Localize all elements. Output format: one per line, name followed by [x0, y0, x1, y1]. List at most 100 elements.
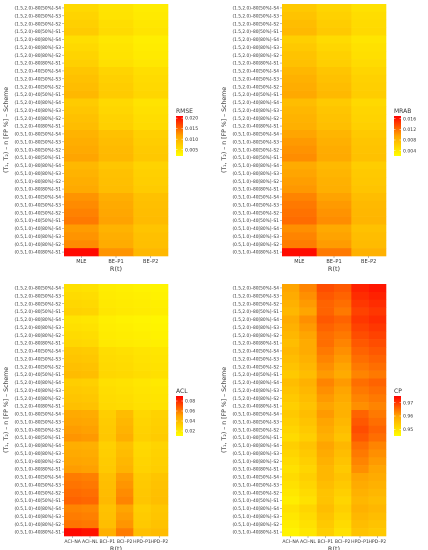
y-tick-label: (1.5,2.0)–80[50%]–S1: [14, 29, 61, 35]
panel-rmse: (1.5,2.0)–80[50%]–S4(1.5,2.0)–80[50%]–S3…: [3, 4, 198, 273]
heatmap-cell: [282, 362, 300, 371]
y-tick-label: (1.5,2.0)–80[80%]–S4: [14, 317, 61, 323]
heatmap-cell: [334, 386, 352, 395]
heatmap-cell: [64, 323, 82, 332]
heatmap-cell: [133, 161, 169, 170]
heatmap-cell: [116, 347, 134, 356]
heatmap-cell: [299, 307, 317, 316]
heatmap-cell: [64, 43, 99, 52]
heatmap-cell: [64, 307, 82, 316]
heatmap-cell: [299, 339, 317, 348]
y-tick-label: (1.5,2.0)–40[50%]–S2: [14, 84, 61, 90]
heatmap-cell: [351, 67, 387, 76]
heatmap-cell: [368, 378, 387, 387]
heatmap-cell: [316, 153, 352, 162]
heatmap-cell: [334, 299, 352, 308]
y-tick-label: (0.5,1.0)–40[50%]–S1: [14, 498, 61, 504]
heatmap-cell: [81, 315, 99, 324]
heatmap-cell: [316, 504, 335, 513]
heatmap-cell: [351, 169, 387, 178]
legend-tick-label: 0.95: [403, 427, 413, 433]
heatmap-cell: [351, 216, 387, 225]
heatmap-cell: [282, 185, 317, 194]
heatmap-cell: [133, 67, 169, 76]
heatmap-cell: [116, 520, 134, 529]
heatmap-cell: [133, 315, 151, 324]
heatmap-cell: [116, 315, 134, 324]
y-tick-label: (0.5,1.0)–40[80%]–S2: [14, 242, 61, 248]
y-tick-label: (0.5,1.0)–40[50%]–S4: [14, 195, 61, 201]
heatmap-cell: [116, 331, 134, 340]
x-tick-label: MLE: [76, 259, 86, 265]
heatmap-cell: [98, 232, 134, 241]
heatmap-cell: [81, 512, 99, 521]
y-tick-label: (1.5,2.0)–80[50%]–S3: [232, 293, 279, 299]
heatmap-cell: [98, 224, 134, 233]
heatmap-cell: [133, 331, 151, 340]
heatmap-cell: [98, 488, 117, 497]
y-tick-label: (1.5,2.0)–80[50%]–S3: [232, 13, 279, 19]
heatmap-cell: [368, 457, 387, 466]
heatmap-cell: [299, 386, 317, 395]
heatmap-cell: [116, 339, 134, 348]
heatmap-cell: [116, 402, 134, 411]
x-tick-label: ACI–NL: [82, 539, 98, 545]
heatmap-cell: [133, 386, 151, 395]
heatmap-cell: [98, 370, 117, 379]
heatmap-cell: [98, 339, 117, 348]
heatmap-cell: [334, 457, 352, 466]
y-tick-label: (0.5,1.0)–40[50%]–S3: [14, 202, 61, 208]
x-tick-label: ACI–NA: [64, 539, 81, 545]
y-tick-label: (1.5,2.0)–40[80%]–S4: [14, 100, 61, 106]
heatmap-cell: [282, 59, 317, 68]
heatmap-cell: [98, 457, 117, 466]
heatmap-cell: [368, 480, 387, 490]
heatmap-cell: [98, 520, 117, 529]
heatmap-cell: [282, 90, 317, 99]
y-tick-label: (1.5,2.0)–80[50%]–S4: [14, 286, 61, 292]
heatmap-cell: [282, 74, 317, 84]
heatmap-cell: [98, 27, 134, 36]
heatmap-cell: [316, 27, 352, 36]
heatmap-cell: [98, 441, 117, 450]
y-tick-label: (0.5,1.0)–40[80%]–S3: [14, 234, 61, 240]
heatmap-cell: [316, 291, 335, 301]
heatmap-cell: [351, 240, 387, 249]
y-tick-label: (1.5,2.0)–80[50%]–S2: [232, 301, 279, 307]
heatmap-cell: [351, 177, 387, 186]
heatmap-cell: [98, 153, 134, 162]
heatmap-cell: [282, 315, 300, 324]
y-tick-label: (0.5,1.0)–40[50%]–S1: [232, 218, 279, 224]
heatmap-cell: [133, 473, 151, 482]
heatmap-cell: [299, 402, 317, 411]
x-tick-label: BCI–P1: [318, 539, 334, 545]
heatmap-cell: [64, 347, 82, 356]
y-tick-label: (0.5,1.0)–40[50%]–S2: [14, 490, 61, 496]
y-tick-label: (0.5,1.0)–80[80%]–S1: [14, 187, 61, 193]
heatmap-cell: [81, 425, 99, 434]
heatmap-cell: [98, 504, 117, 513]
heatmap-cell: [64, 177, 99, 186]
heatmap-cell: [368, 354, 387, 364]
heatmap-cell: [133, 528, 151, 537]
legend-title: MRAB: [394, 108, 411, 115]
y-tick-label: (1.5,2.0)–80[80%]–S3: [14, 325, 61, 331]
heatmap-cell: [64, 232, 99, 241]
heatmap-cell: [282, 410, 300, 419]
x-tick-label: ACI–NL: [300, 539, 316, 545]
heatmap-cell: [81, 457, 99, 466]
y-tick-label: (1.5,2.0)–80[80%]–S2: [14, 53, 61, 59]
heatmap-cell: [81, 520, 99, 529]
heatmap-cell: [64, 114, 99, 123]
heatmap-cell: [64, 520, 82, 529]
heatmap-cell: [133, 145, 169, 154]
heatmap-cell: [368, 441, 387, 450]
y-tick-label: (0.5,1.0)–80[50%]–S2: [232, 147, 279, 153]
y-tick-label: (1.5,2.0)–40[50%]–S4: [232, 69, 279, 75]
heatmap-cell: [334, 512, 352, 521]
heatmap-cell: [316, 402, 335, 411]
heatmap-cell: [316, 496, 335, 505]
heatmap-cell: [299, 520, 317, 529]
heatmap-cell: [316, 528, 335, 537]
heatmap-cell: [64, 417, 82, 427]
